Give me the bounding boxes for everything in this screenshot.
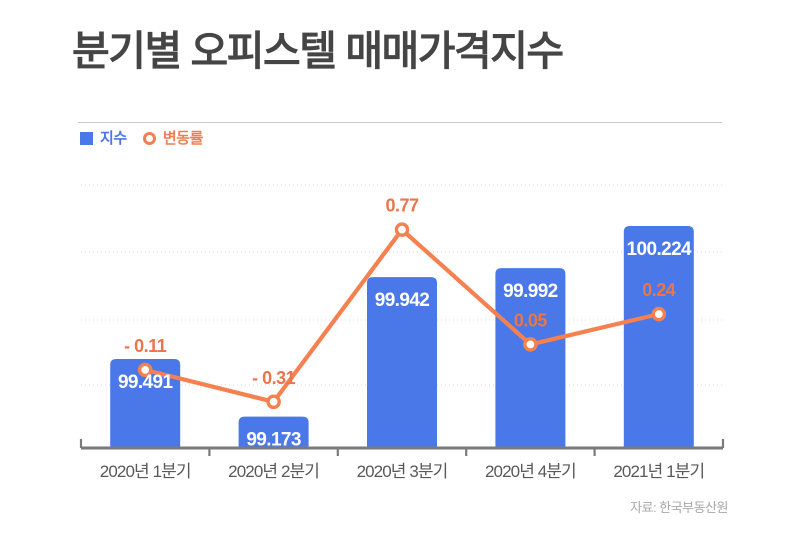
- circle-swatch-icon: [142, 132, 156, 145]
- bar: [238, 416, 309, 448]
- square-swatch-icon: [80, 132, 93, 145]
- legend-item-index[interactable]: 지수: [80, 131, 127, 146]
- line-marker: [266, 394, 281, 410]
- category-label: 2020년 4분기: [485, 462, 576, 481]
- line-value-label: 0.24: [642, 280, 676, 300]
- bar-value-label: 99.173: [246, 430, 301, 451]
- line-value-labels: - 0.11 - 0.31 0.77 0.05 0.24: [124, 196, 676, 388]
- legend-label-index: 지수: [100, 130, 127, 147]
- category-labels: 2020년 1분기 2020년 2분기 2020년 3분기 2020년 4분기 2021…: [100, 462, 705, 481]
- category-label: 2020년 1분기: [100, 462, 191, 481]
- category-label: 2021년 1분기: [613, 462, 704, 481]
- line-value-label: - 0.11: [124, 336, 167, 356]
- line-marker: [651, 306, 667, 322]
- category-label: 2020년 3분기: [357, 462, 448, 481]
- line-value-label: - 0.31: [252, 368, 296, 388]
- x-axis: [79, 439, 725, 456]
- bar: [623, 225, 694, 448]
- bar-value-labels: 99.491 99.173 99.942 99.992 100.224: [118, 239, 693, 451]
- bar: [110, 358, 181, 448]
- line-marker: [137, 362, 153, 378]
- bar-value-label: 99.992: [503, 281, 558, 302]
- page-title: 분기별 오피스텔 매매가격지수: [72, 28, 564, 74]
- title-divider: [78, 122, 722, 123]
- category-label: 2020년 2분기: [228, 462, 319, 481]
- line-marker: [523, 337, 538, 352]
- bar: [367, 277, 437, 448]
- line-marker: [394, 222, 410, 237]
- bar-value-label: 100.224: [627, 239, 693, 260]
- legend-item-rate[interactable]: 변동률: [142, 130, 204, 147]
- bar: [495, 268, 566, 448]
- bar-value-label: 99.942: [375, 290, 430, 311]
- chart-legend: 지수 변동률: [80, 131, 203, 146]
- legend-label-rate: 변동률: [162, 130, 204, 147]
- line-value-label: 0.77: [385, 196, 419, 216]
- line-markers: [137, 222, 667, 410]
- line-value-label: 0.05: [514, 310, 548, 330]
- bar-series: [110, 225, 694, 448]
- source-note: 자료: 한국부동산원: [630, 500, 728, 515]
- bar-value-label: 99.491: [118, 372, 174, 393]
